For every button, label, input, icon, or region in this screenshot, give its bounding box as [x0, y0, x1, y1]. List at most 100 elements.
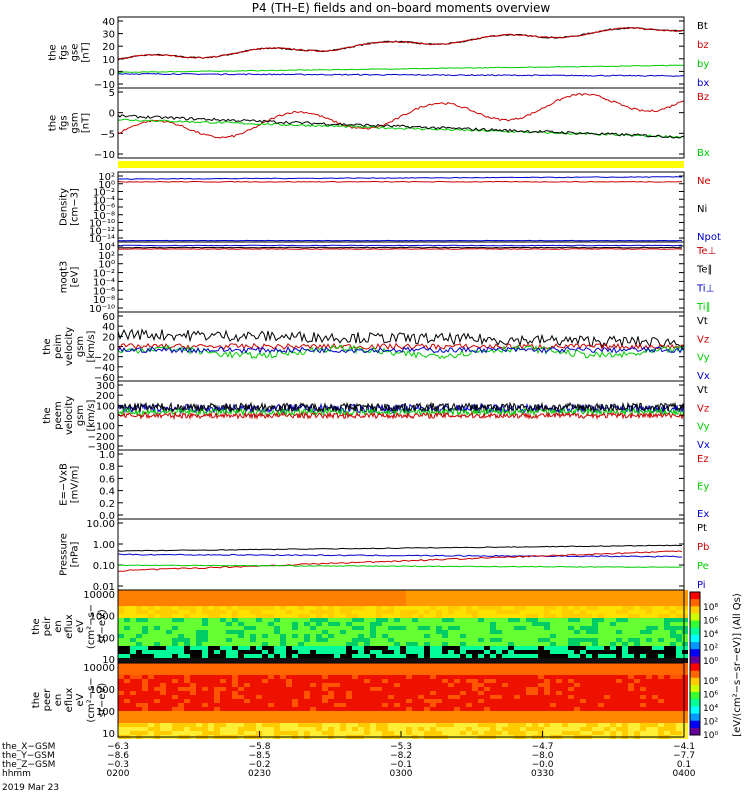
spectrogram-cell: [166, 642, 172, 646]
colorbar-segment: [690, 692, 700, 700]
spectrogram-cell: [412, 727, 418, 731]
spectrogram-cell: [622, 590, 628, 594]
spectrogram-cell: [292, 719, 298, 723]
spectrogram-cell: [388, 590, 394, 594]
spectrogram-cell: [352, 727, 358, 731]
spectrogram-cell: [118, 658, 124, 662]
y-tick-label: 10⁻⁸: [93, 295, 115, 306]
spectrogram-cell: [622, 703, 628, 707]
spectrogram-cell: [388, 727, 394, 731]
spectrogram-cell: [388, 667, 394, 671]
spectrogram-cell: [412, 719, 418, 723]
spectrogram-cell: [268, 663, 274, 667]
spectrogram-cell: [328, 687, 334, 691]
spectrogram-cell: [250, 654, 256, 658]
spectrogram-cell: [574, 727, 580, 731]
spectrogram-cell: [292, 675, 298, 679]
spectrogram-cell: [220, 658, 226, 662]
spectrogram-cell: [250, 691, 256, 695]
spectrogram-cell: [376, 699, 382, 703]
spectrogram-cell: [508, 695, 514, 699]
spectrogram-cell: [412, 691, 418, 695]
spectrogram-cell: [184, 675, 190, 679]
spectrogram-cell: [628, 626, 634, 630]
y-tick-label: 10⁻²: [93, 269, 115, 280]
spectrogram-cell: [268, 687, 274, 691]
spectrogram-cell: [148, 731, 154, 735]
spectrogram-cell: [148, 630, 154, 634]
spectrogram-cell: [670, 715, 676, 719]
spectrogram-cell: [514, 679, 520, 683]
spectrogram-cell: [634, 638, 640, 642]
spectrogram-cell: [658, 703, 664, 707]
spectrogram-cell: [268, 594, 274, 598]
spectrogram-cell: [454, 715, 460, 719]
spectrogram-cell: [256, 618, 262, 622]
spectrogram-cell: [484, 658, 490, 662]
spectrogram-cell: [262, 642, 268, 646]
spectrogram-cell: [616, 719, 622, 723]
spectrogram-cell: [328, 614, 334, 618]
spectrogram-cell: [280, 687, 286, 691]
spectrogram-cell: [640, 638, 646, 642]
spectrogram-cell: [208, 731, 214, 735]
spectrogram-cell: [322, 606, 328, 610]
spectrogram-cell: [382, 691, 388, 695]
spectrogram-cell: [238, 634, 244, 638]
spectrogram-cell: [544, 650, 550, 654]
spectrogram-cell: [538, 703, 544, 707]
spectrogram-cell: [406, 626, 412, 630]
spectrogram-cell: [610, 650, 616, 654]
spectrogram-cell: [220, 675, 226, 679]
y-axis-label: [nT]: [81, 113, 92, 133]
spectrogram-cell: [328, 630, 334, 634]
spectrogram-cell: [400, 703, 406, 707]
spectrogram-cell: [640, 679, 646, 683]
spectrogram-cell: [598, 622, 604, 626]
spectrogram-cell: [460, 727, 466, 731]
spectrogram-cell: [550, 703, 556, 707]
spectrogram-cell: [412, 650, 418, 654]
spectrogram-cell: [358, 671, 364, 675]
spectrogram-cell: [472, 727, 478, 731]
spectrogram-cell: [334, 663, 340, 667]
spectrogram-cell: [520, 715, 526, 719]
spectrogram-cell: [226, 711, 232, 715]
x-tick-label: −6.3: [107, 742, 129, 752]
spectrogram-cell: [406, 723, 412, 727]
spectrogram-cell: [610, 671, 616, 675]
spectrogram-cell: [634, 642, 640, 646]
spectrogram-cell: [640, 731, 646, 735]
y-tick-label: 100: [96, 707, 115, 718]
spectrogram-cell: [280, 638, 286, 642]
spectrogram-cell: [646, 719, 652, 723]
spectrogram-cell: [412, 715, 418, 719]
spectrogram-cell: [502, 687, 508, 691]
spectrogram-cell: [460, 683, 466, 687]
spectrogram-cell: [400, 614, 406, 618]
spectrogram-cell: [592, 715, 598, 719]
spectrogram-cell: [310, 671, 316, 675]
spectrogram-cell: [586, 699, 592, 703]
spectrogram-cell: [196, 658, 202, 662]
spectrogram-cell: [376, 626, 382, 630]
spectrogram-cell: [592, 707, 598, 711]
spectrogram-cell: [490, 683, 496, 687]
spectrogram-cell: [352, 703, 358, 707]
spectrogram-cell: [364, 646, 370, 650]
spectrogram-cell: [190, 594, 196, 598]
spectrogram-cell: [130, 614, 136, 618]
spectrogram-cell: [376, 703, 382, 707]
spectrogram-cell: [352, 679, 358, 683]
spectrogram-cell: [664, 667, 670, 671]
spectrogram-cell: [610, 711, 616, 715]
spectrogram-cell: [208, 654, 214, 658]
spectrogram-cell: [430, 703, 436, 707]
spectrogram-cell: [586, 606, 592, 610]
spectrogram-cell: [328, 679, 334, 683]
spectrogram-cell: [592, 594, 598, 598]
spectrogram-cell: [328, 646, 334, 650]
spectrogram-cell: [490, 719, 496, 723]
spectrogram-cell: [574, 622, 580, 626]
spectrogram-cell: [340, 598, 346, 602]
